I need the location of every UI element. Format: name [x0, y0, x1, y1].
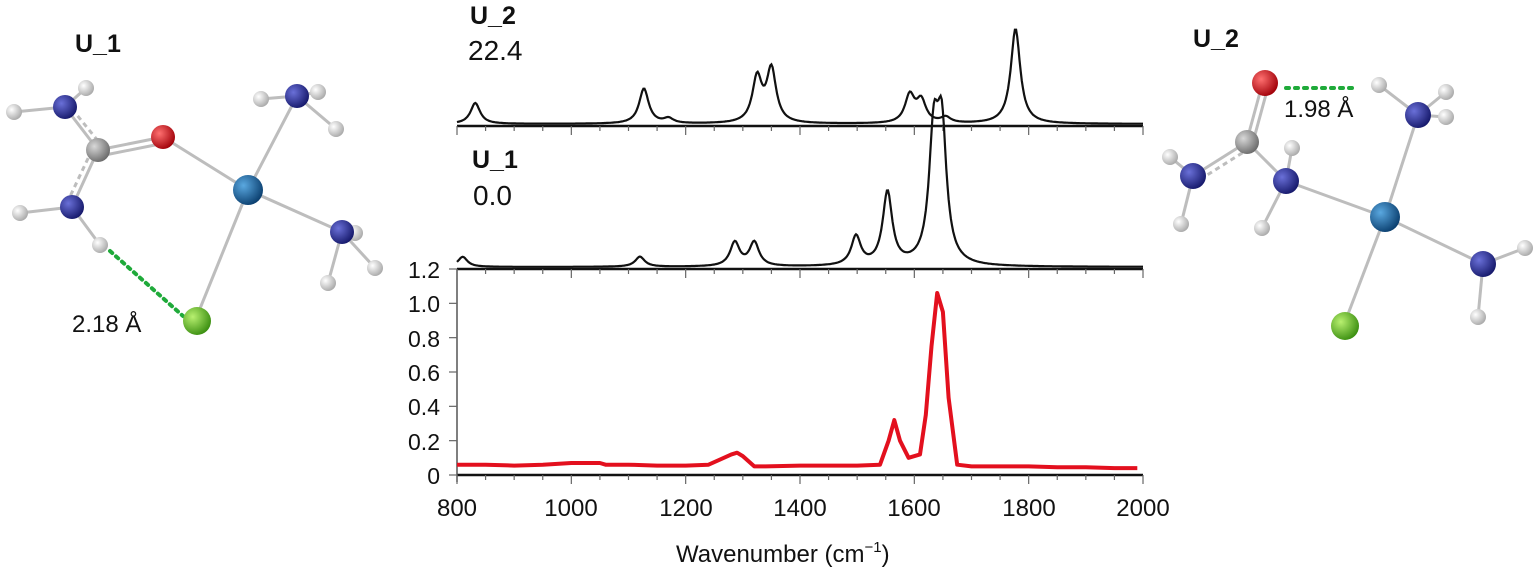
- hbond-u2-label: 1.98 Å: [1284, 95, 1353, 123]
- hydrogen-atom: [1284, 140, 1300, 156]
- hydrogen-atom: [367, 260, 383, 276]
- u1-panel-energy: 0.0: [473, 180, 512, 211]
- x-axis-title-close: ): [882, 541, 890, 568]
- nitrogen-atom: [330, 220, 354, 244]
- y-tick-label: 1.0: [408, 291, 440, 317]
- carbon-atom: [1235, 130, 1259, 154]
- x-tick-label: 1200: [659, 495, 712, 522]
- hydrogen-atom: [1470, 309, 1486, 325]
- nitrogen-atom: [1470, 251, 1496, 277]
- hydrogen-atom: [78, 80, 94, 96]
- u1-panel-title: U_1: [472, 146, 518, 174]
- structure-u1: U_1: [6, 30, 383, 338]
- hydrogen-atom: [1173, 216, 1189, 232]
- u1-spectrum-line: [456, 93, 1143, 268]
- x-tick-label: 1800: [1002, 495, 1055, 522]
- y-tick-labels: 0 0.2 0.4 0.6 0.8 1.0 1.2: [408, 257, 440, 489]
- x-tick-label: 2000: [1116, 495, 1169, 522]
- x-tick-label: 1400: [773, 495, 826, 522]
- structure-u1-title: U_1: [75, 30, 121, 58]
- atoms-u1: [6, 80, 383, 335]
- hydrogen-atom: [92, 237, 108, 253]
- structure-u2: U_2: [1162, 25, 1533, 340]
- hydrogen-atom: [6, 104, 22, 120]
- hydrogen-atom: [1371, 77, 1387, 93]
- hydrogen-atom: [310, 84, 326, 100]
- y-tick-label: 0.8: [408, 326, 440, 352]
- x-axis-title: Wavenumber (cm−1): [676, 539, 890, 568]
- structure-u2-title: U_2: [1193, 25, 1239, 53]
- hydrogen-atom: [1438, 109, 1454, 125]
- hydrogen-atom: [328, 121, 344, 137]
- nitrogen-atom: [1180, 163, 1206, 189]
- x-axis-title-main: Wavenumber (cm: [676, 541, 864, 568]
- carbon-atom: [86, 138, 110, 162]
- nitrogen-atom: [285, 84, 309, 108]
- u2-panel-energy: 22.4: [468, 35, 523, 66]
- hydrogen-atom: [1438, 84, 1454, 100]
- y-tick-label: 1.2: [408, 257, 440, 283]
- x-axis-title-superscript: −1: [864, 539, 881, 556]
- nitrogen-atom: [60, 195, 84, 219]
- chart-area: U_2 22.4 U_1 0.0 0 0.2 0.4 0.6 0.8 1.0 1…: [408, 2, 1170, 568]
- nitrogen-atom: [1405, 102, 1431, 128]
- hbond-u1: [108, 249, 185, 318]
- experimental-spectrum-line: [457, 291, 1138, 471]
- y-tick-label: 0.6: [408, 360, 440, 386]
- oxygen-atom: [151, 125, 175, 149]
- hydrogen-atom: [1254, 220, 1270, 236]
- hbond-u1-label: 2.18 Å: [72, 310, 141, 338]
- x-tick-label: 1000: [544, 495, 597, 522]
- nitrogen-atom: [53, 95, 77, 119]
- x-tick-labels: 800 1000 1200 1400 1600 1800 2000: [437, 495, 1170, 522]
- y-tick-label: 0.4: [408, 394, 440, 420]
- u2-panel-title: U_2: [470, 2, 516, 30]
- chlorine-atom: [1331, 312, 1359, 340]
- oxygen-atom: [1252, 70, 1278, 96]
- hydrogen-atom: [253, 91, 269, 107]
- hydrogen-atom: [12, 205, 28, 221]
- hydrogen-atom: [1162, 149, 1178, 165]
- hydrogen-atom: [320, 275, 336, 291]
- y-tick-label: 0: [427, 463, 440, 489]
- metal-atom: [233, 175, 263, 205]
- atoms-u2: [1162, 70, 1533, 340]
- x-tick-label: 800: [437, 495, 477, 522]
- y-tick-label: 0.2: [408, 429, 440, 455]
- nitrogen-atom: [1273, 168, 1299, 194]
- hydrogen-atom: [1517, 240, 1533, 256]
- u2-spectrum-line: [456, 28, 1143, 125]
- x-tick-label: 1600: [887, 495, 940, 522]
- chlorine-atom: [183, 307, 211, 335]
- metal-atom: [1370, 202, 1400, 232]
- axis-ticks: [449, 126, 1144, 484]
